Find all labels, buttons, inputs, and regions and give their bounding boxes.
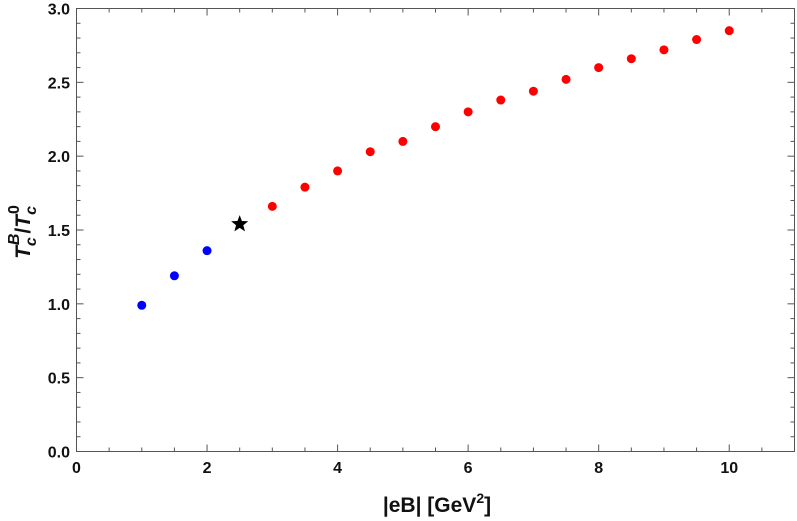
y-axis-t1: T: [12, 244, 35, 259]
data-point: [463, 107, 473, 117]
axis-ticks: [76, 8, 795, 452]
y-tick-label: 3.0: [48, 2, 70, 19]
y-axis-sub2: c: [23, 206, 40, 215]
data-point: [659, 45, 669, 55]
data-point: [137, 300, 147, 310]
data-point: [431, 122, 440, 132]
y-tick-label: 0.0: [48, 445, 70, 462]
y-axis-sup2: 0: [6, 205, 23, 214]
data-point: [365, 147, 375, 157]
y-tick-label: 0.5: [48, 371, 70, 388]
data-point: [300, 182, 310, 192]
x-axis-title-close: ]: [484, 494, 491, 517]
y-axis-title: TcB/Tc0: [6, 205, 40, 259]
y-tick-label: 2.0: [48, 149, 70, 166]
x-tick-label: 10: [720, 460, 738, 477]
y-axis-sub1: c: [23, 237, 40, 246]
x-tick-label: 2: [203, 460, 212, 477]
x-tick-label: 4: [333, 460, 342, 477]
data-point: [202, 246, 212, 256]
tick-labels: 0 2 4 6 8 10 0.0 0.5 1.0 1.5 2.0 2.5 3.0: [48, 2, 738, 478]
data-point: [594, 63, 604, 73]
data-point: [561, 74, 571, 84]
data-point: [398, 136, 408, 146]
data-point: [528, 86, 538, 96]
data-point-star: [231, 215, 249, 232]
data-point: [724, 26, 734, 36]
y-axis-slash: /: [12, 228, 35, 234]
x-tick-label: 0: [72, 460, 81, 477]
y-tick-label: 2.5: [48, 75, 70, 92]
x-axis-title: |eB| [GeV2]: [383, 490, 491, 517]
data-point: [626, 54, 636, 64]
svg-text:TcB/Tc0: TcB/Tc0: [6, 205, 40, 259]
data-point: [333, 166, 343, 176]
x-tick-label: 6: [464, 460, 473, 477]
data-points: [137, 26, 734, 310]
x-tick-label: 8: [594, 460, 603, 477]
x-axis-title-text: |eB| [GeV: [383, 494, 476, 517]
y-axis-t2: T: [12, 213, 35, 228]
y-axis-sup1: B: [6, 234, 23, 246]
data-point: [692, 35, 702, 45]
data-point: [267, 201, 277, 211]
y-tick-label: 1.0: [48, 297, 70, 314]
y-tick-label: 1.5: [48, 223, 70, 240]
plot-frame: [76, 8, 795, 452]
x-axis-title-superscript: 2: [476, 490, 484, 506]
data-point: [169, 271, 179, 281]
data-point: [496, 95, 506, 105]
